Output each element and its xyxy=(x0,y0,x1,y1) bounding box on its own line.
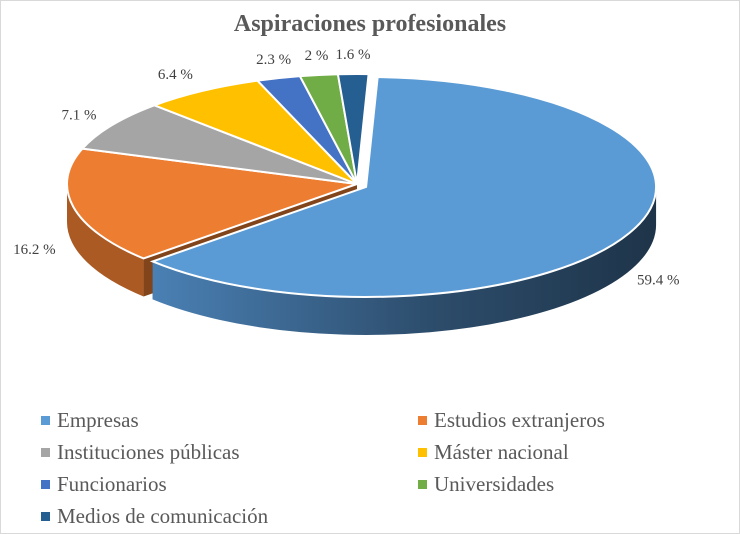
pie-slice-medios-de-comunicaci-n xyxy=(336,73,370,185)
legend-label: Universidades xyxy=(434,471,555,496)
pie-wall-estudios-extranjeros xyxy=(66,184,144,297)
legend-swatch xyxy=(41,447,50,457)
legend-item-estudios-extranjeros: Estudios extranjeros xyxy=(418,405,681,435)
pie-slice-instituciones-p-blicas xyxy=(80,104,358,185)
legend-swatch xyxy=(418,479,427,489)
data-label-funcionarios: 2.3 % xyxy=(256,52,291,68)
legend-item-m-ster-nacional: Máster nacional xyxy=(418,437,681,467)
legend-label: Máster nacional xyxy=(434,439,569,464)
legend-swatch xyxy=(418,415,427,425)
legend: Empresas Estudios extranjeros Institucione… xyxy=(41,405,681,531)
pie-wall-empresas xyxy=(152,186,657,335)
legend-swatch xyxy=(41,511,50,521)
legend-item-instituciones-p-blicas: Instituciones públicas xyxy=(41,437,418,467)
legend-label: Empresas xyxy=(57,407,139,432)
legend-item-funcionarios: Funcionarios xyxy=(41,469,418,499)
pie-slice-empresas xyxy=(149,76,658,298)
legend-item-medios-de-comunicaci-n: Medios de comunicación xyxy=(41,501,418,531)
data-label-universidades: 2 % xyxy=(305,48,329,64)
data-label-empresas: 59.4 % xyxy=(637,273,680,289)
legend-label: Medios de comunicación xyxy=(57,503,269,528)
legend-swatch xyxy=(418,447,427,457)
legend-item-empresas: Empresas xyxy=(41,405,418,435)
legend-label: Funcionarios xyxy=(57,471,167,496)
pie-slice-estudios-extranjeros xyxy=(66,147,358,260)
data-label-estudios-extranjeros: 16.2 % xyxy=(13,242,56,258)
legend-label: Estudios extranjeros xyxy=(434,407,605,432)
data-label-m-ster-nacional: 6.4 % xyxy=(158,67,193,83)
data-label-instituciones-p-blicas: 7.1 % xyxy=(61,108,96,124)
pie-slice-m-ster-nacional xyxy=(151,79,358,185)
legend-swatch xyxy=(41,415,50,425)
legend-item-universidades: Universidades xyxy=(418,469,681,499)
legend-swatch xyxy=(41,479,50,489)
data-label-medios-de-comunicaci-n: 1.6 % xyxy=(336,47,371,63)
chart-title: Aspiraciones profesionales xyxy=(233,11,507,37)
legend-label: Instituciones públicas xyxy=(57,439,240,464)
